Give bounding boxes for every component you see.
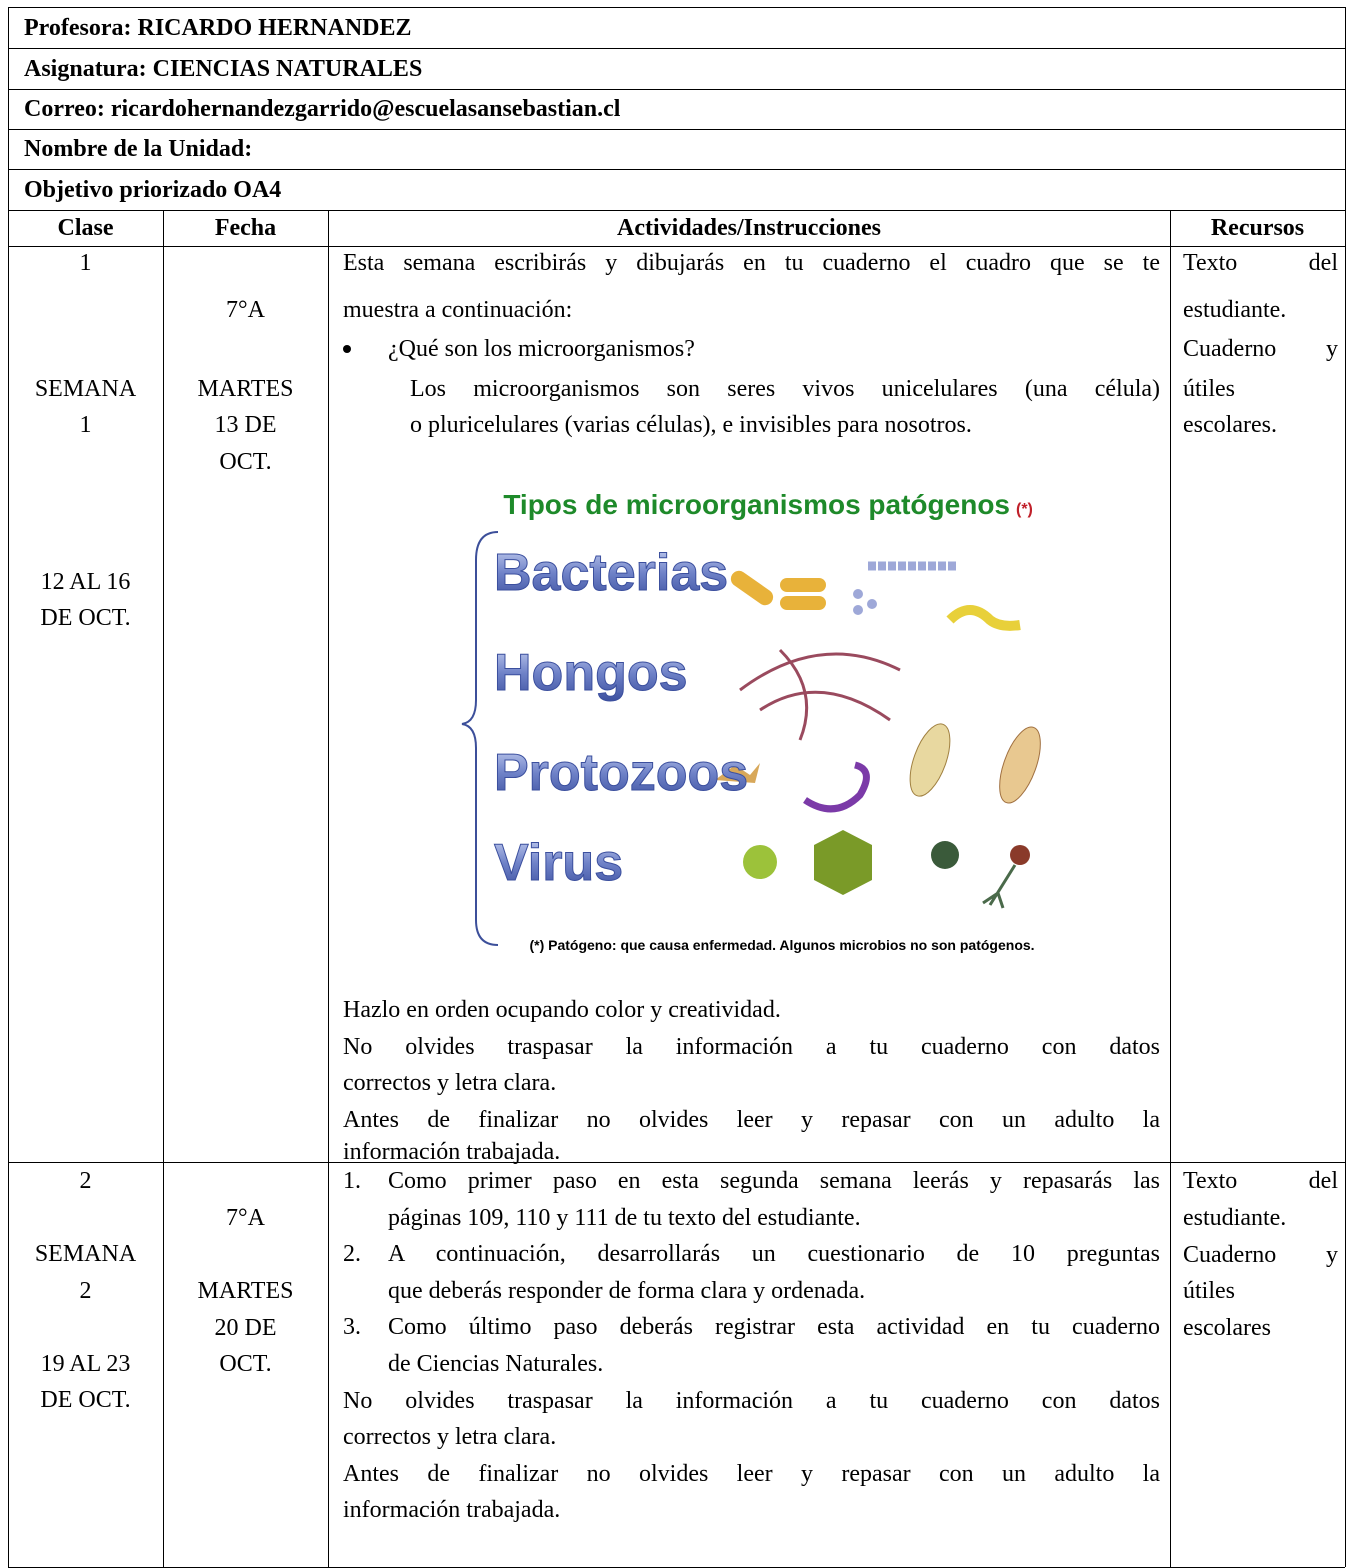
column-border <box>1170 210 1171 1567</box>
list-text: de Ciencias Naturales. <box>388 1351 604 1377</box>
activity-text: Esta semana escribirás y dibujarás en tu… <box>343 250 1160 276</box>
fecha-cell: 20 DE <box>214 1315 277 1341</box>
activity-text: correctos y letra clara. <box>343 1070 557 1096</box>
row-border <box>8 7 1345 8</box>
clase-cell: SEMANA <box>34 1241 137 1267</box>
recursos-cell: escolares <box>1183 1315 1271 1341</box>
clase-cell: 2 <box>79 1278 92 1304</box>
activity-text: muestra a continuación: <box>343 297 573 323</box>
header-field: Objetivo priorizado OA4 <box>24 176 282 203</box>
header-field: Nombre de la Unidad: <box>24 136 253 162</box>
recursos-cell: útiles <box>1183 376 1235 402</box>
row-border <box>8 129 1345 130</box>
fecha-cell: OCT. <box>219 449 272 475</box>
row-border <box>8 246 1345 247</box>
recursos-cell: Texto del <box>1183 250 1338 276</box>
activity-text: información trabajada. <box>343 1497 561 1524</box>
activity-text: información trabajada. <box>343 1139 561 1165</box>
figure-label: Hongos <box>494 644 688 702</box>
activity-text: Antes de finalizar no olvides leer y rep… <box>343 1107 1160 1133</box>
bullet-heading: ¿Qué son los microorganismos? <box>388 336 695 362</box>
column-header: Recursos <box>1210 215 1305 241</box>
column-header: Actividades/Instrucciones <box>617 215 881 241</box>
fecha-cell: 7°A <box>226 1205 265 1231</box>
list-number: 3. <box>343 1314 361 1341</box>
clase-cell: 19 AL 23 <box>40 1351 131 1377</box>
recursos-cell: útiles <box>1183 1278 1235 1304</box>
figure-label: Bacterias <box>494 544 728 602</box>
bullet-text: Los microorganismos son seres vivos unic… <box>410 376 1160 402</box>
column-header: Clase <box>57 215 114 241</box>
clase-cell: 1 <box>79 250 92 276</box>
list-number: 2. <box>343 1241 361 1268</box>
activity-text: Antes de finalizar no olvides leer y rep… <box>343 1460 1160 1487</box>
fecha-cell: 7°A <box>226 297 265 323</box>
figure-title-note: (*) <box>1016 501 1033 518</box>
activity-text: correctos y letra clara. <box>343 1424 557 1451</box>
recursos-cell: Texto del <box>1183 1168 1338 1194</box>
fecha-cell: 13 DE <box>214 412 277 438</box>
clase-cell: 2 <box>79 1168 92 1194</box>
column-border <box>328 210 329 1567</box>
row-border <box>8 210 1345 211</box>
microbe-icons <box>715 561 1041 909</box>
figure-title: Tipos de microorganismos patógenos <box>503 489 1010 520</box>
list-text: A continuación, desarrollarás un cuestio… <box>388 1241 1160 1268</box>
fecha-cell: MARTES <box>197 376 294 402</box>
clase-cell: SEMANA <box>34 376 137 402</box>
list-number: 1. <box>343 1168 361 1194</box>
figure-label: Virus <box>494 834 623 892</box>
figure-footnote: (*) Patógeno: que causa enfermedad. Algu… <box>529 937 1034 953</box>
fecha-cell: OCT. <box>219 1351 272 1377</box>
list-text: Como último paso deberás registrar esta … <box>388 1314 1160 1341</box>
bullet-dot <box>343 345 351 353</box>
activity-text: Hazlo en orden ocupando color y creativi… <box>343 997 781 1023</box>
row-border <box>8 1162 1345 1163</box>
activity-text: No olvides traspasar la información a tu… <box>343 1034 1160 1060</box>
clase-cell: 12 AL 16 <box>40 569 131 595</box>
row-border <box>8 89 1345 90</box>
row-border <box>8 48 1345 49</box>
figure-label: Protozoos <box>494 744 748 802</box>
activity-text: No olvides traspasar la información a tu… <box>343 1387 1160 1414</box>
column-header: Fecha <box>214 215 277 241</box>
row-border <box>8 169 1345 170</box>
header-field: Correo: ricardohernandezgarrido@escuelas… <box>24 96 621 122</box>
list-text: Como primer paso en esta segunda semana … <box>388 1168 1160 1194</box>
recursos-cell: Cuaderno y <box>1183 336 1338 362</box>
brace <box>461 531 499 946</box>
header-field: Asignatura: CIENCIAS NATURALES <box>24 55 423 82</box>
fecha-cell: MARTES <box>197 1278 294 1304</box>
clase-cell: DE OCT. <box>40 605 131 631</box>
recursos-cell: estudiante. <box>1183 1205 1287 1231</box>
list-text: que deberás responder de forma clara y o… <box>388 1277 866 1304</box>
header-field: Profesora: RICARDO HERNANDEZ <box>24 14 412 41</box>
bullet-text: o pluricelulares (varias células), e inv… <box>410 412 972 438</box>
clase-cell: DE OCT. <box>40 1387 131 1413</box>
recursos-cell: estudiante. <box>1183 297 1287 323</box>
column-border <box>8 7 9 1567</box>
recursos-cell: escolares. <box>1183 412 1277 438</box>
recursos-cell: Cuaderno y <box>1183 1242 1338 1268</box>
column-border <box>163 210 164 1567</box>
clase-cell: 1 <box>79 412 92 438</box>
list-text: páginas 109, 110 y 111 de tu texto del e… <box>388 1204 861 1231</box>
